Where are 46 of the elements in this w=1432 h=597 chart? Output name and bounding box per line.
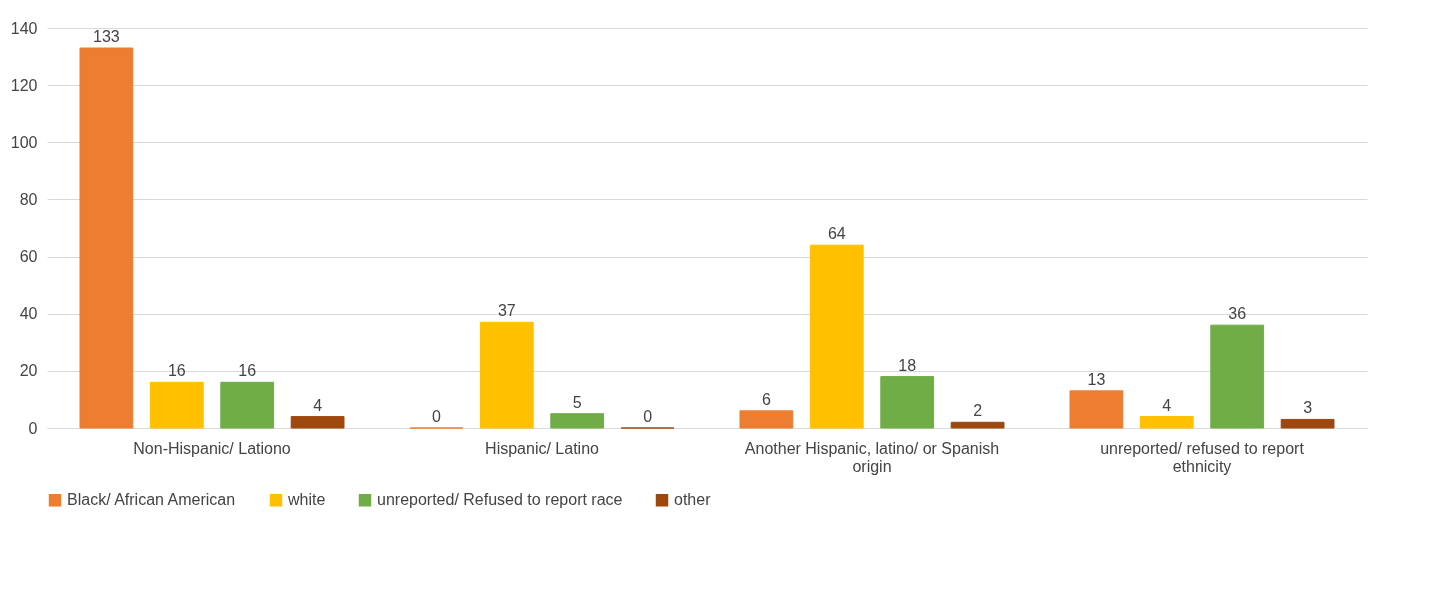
data-label: 0 xyxy=(643,408,653,425)
x-tick-label: Hispanic/ Latino xyxy=(485,439,600,457)
data-label: 13 xyxy=(1087,370,1106,388)
x-tick-label: Another Hispanic, latino/ or Spanish origin xyxy=(744,439,1000,475)
bar xyxy=(1280,418,1335,429)
bar xyxy=(479,321,534,429)
y-tick-label: 20 xyxy=(19,362,38,380)
data-label: 5 xyxy=(572,393,582,411)
data-label: 6 xyxy=(761,390,771,408)
x-tick-label: Non-Hispanic/ Lationo xyxy=(133,439,291,457)
y-tick-label: 40 xyxy=(19,305,38,323)
y-tick-label: 60 xyxy=(19,248,38,266)
y-tick-label: 120 xyxy=(10,76,38,94)
bar xyxy=(950,421,1005,429)
y-tick-label: 80 xyxy=(19,190,38,208)
y-tick-label: 140 xyxy=(10,19,38,37)
bar xyxy=(550,413,605,429)
data-label: 2 xyxy=(973,402,983,420)
bar xyxy=(220,381,275,429)
legend-label: white xyxy=(287,491,326,509)
data-label: 133 xyxy=(93,28,120,45)
bar xyxy=(1210,324,1265,429)
bar xyxy=(1139,416,1194,429)
legend-label: other xyxy=(674,491,712,509)
bar xyxy=(149,381,204,429)
bar xyxy=(79,47,134,429)
data-label: 64 xyxy=(827,225,846,243)
data-label: 18 xyxy=(898,356,917,374)
data-label: 0 xyxy=(431,408,441,425)
data-label: 36 xyxy=(1228,305,1247,323)
data-label: 3 xyxy=(1303,399,1313,417)
bar xyxy=(880,376,935,429)
y-tick-label: 0 xyxy=(28,419,38,437)
data-label: 16 xyxy=(238,362,257,380)
x-tick-label: unreported/ refused to report ethnicity xyxy=(1100,439,1305,475)
bar xyxy=(1069,390,1124,429)
bar xyxy=(809,244,864,429)
data-label: 4 xyxy=(313,396,323,414)
data-label: 16 xyxy=(167,362,186,380)
bar xyxy=(739,410,794,429)
data-label: 37 xyxy=(497,302,516,320)
legend-label: unreported/ Refused to report race xyxy=(377,491,623,509)
y-tick-label: 100 xyxy=(10,133,38,151)
legend-label: Black/ African American xyxy=(67,491,236,509)
bar xyxy=(290,416,345,429)
data-label: 4 xyxy=(1162,396,1172,414)
